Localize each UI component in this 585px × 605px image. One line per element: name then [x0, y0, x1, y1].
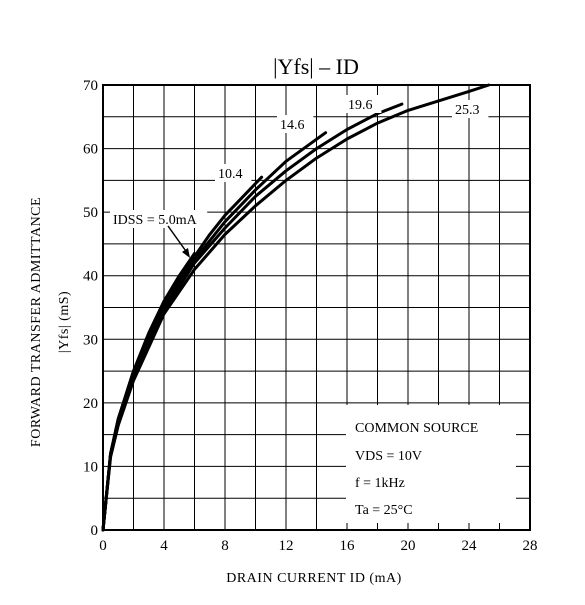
curve-label: IDSS = 5.0mA — [113, 213, 198, 228]
curve-label: 10.4 — [218, 167, 243, 182]
series-line — [101, 131, 328, 532]
y-tick-label: 50 — [83, 205, 98, 221]
x-tick-label: 4 — [160, 538, 168, 554]
y-tick-label: 30 — [83, 332, 98, 348]
conditions-line-2: VDS = 10V — [355, 449, 422, 464]
x-tick-label: 8 — [221, 538, 229, 554]
curve-label: 25.3 — [455, 103, 480, 118]
x-tick-label: 0 — [99, 538, 107, 554]
curve-label: 19.6 — [348, 98, 373, 113]
plot-frame — [102, 84, 531, 531]
y-tick-label: 70 — [83, 78, 98, 94]
curve-label-bg — [345, 95, 382, 113]
x-tick-label: 28 — [523, 538, 538, 554]
series-line — [101, 175, 264, 532]
curves — [101, 83, 491, 532]
x-tick-label: 20 — [401, 538, 416, 554]
idss-pointer-line — [167, 225, 189, 255]
y-axis-ticks: 0 10 20 30 40 50 60 70 — [83, 78, 98, 539]
y-axis-label-2: |Yfs| (mS) — [57, 291, 72, 353]
conditions-box-bg — [346, 405, 516, 523]
x-tick-label: 16 — [340, 538, 356, 554]
x-axis-ticks: 0 4 8 12 16 20 24 28 — [99, 538, 537, 554]
curve-label-bg — [110, 210, 208, 228]
y-tick-label: 20 — [83, 396, 98, 412]
conditions-line-1: COMMON SOURCE — [355, 421, 478, 436]
y-axis-label-1: FORWARD TRANSFER ADMITTANCE — [29, 197, 44, 447]
conditions-line-4: Ta = 25°C — [355, 503, 413, 518]
conditions-line-3: f = 1kHz — [355, 476, 405, 491]
series-line — [101, 83, 491, 532]
x-tick-label: 24 — [462, 538, 478, 554]
curve-label-bg — [215, 164, 252, 182]
x-tick-label: 12 — [279, 538, 294, 554]
curve-label: 14.6 — [280, 118, 305, 133]
curve-label-bg — [277, 115, 314, 133]
curve-label-bg — [452, 100, 489, 118]
y-tick-label: 40 — [83, 269, 98, 285]
x-axis-label: DRAIN CURRENT ID (mA) — [226, 571, 402, 586]
y-tick-label: 0 — [91, 523, 99, 539]
series-line — [101, 252, 196, 532]
curve-labels: IDSS = 5.0mA 10.4 14.6 19.6 25.3 — [110, 95, 489, 228]
chart-title: |Yfs| – ID — [273, 54, 359, 79]
y-tick-label: 60 — [83, 142, 98, 158]
y-tick-label: 10 — [83, 459, 98, 475]
idss-pointer-head — [182, 248, 190, 258]
